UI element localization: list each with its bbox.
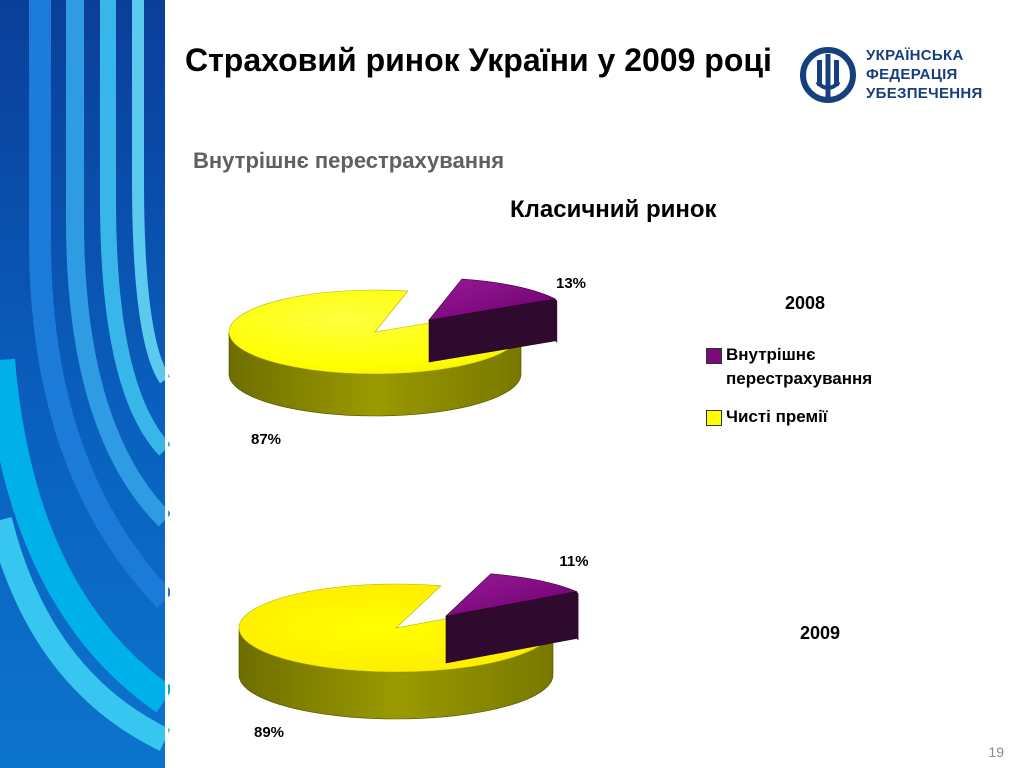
logo-text-line-2: ФЕДЕРАЦІЯ [866, 66, 958, 83]
logo-text-line-1: УКРАЇНСЬКА [866, 47, 964, 64]
legend-swatch-reinsurance [706, 348, 722, 364]
pie-slice-rim-2009-reinsurance [576, 591, 579, 641]
data-label-2009-net-premiums: 89% [254, 724, 284, 741]
pie-slice-2009-reinsurance [445, 573, 578, 617]
pie-slice-2008-reinsurance [428, 278, 557, 321]
legend-swatch-net-premiums [706, 410, 722, 426]
logo: УКРАЇНСЬКА ФЕДЕРАЦІЯ УБЕЗПЕЧЕННЯ [800, 42, 990, 108]
data-label-2009-reinsurance: 11% [559, 553, 588, 570]
year-label-2009: 2009 [800, 623, 841, 643]
data-label-2008-reinsurance: 13% [556, 275, 586, 292]
federation-logo-icon [800, 47, 856, 103]
logo-text-line-3: УБЕЗПЕЧЕННЯ [866, 85, 983, 102]
pie-slice-rim-2008-reinsurance [555, 298, 558, 343]
logo-text: УКРАЇНСЬКА ФЕДЕРАЦІЯ УБЕЗПЕЧЕННЯ [866, 46, 983, 103]
legend-label-reinsurance: Внутрішнє перестрахування [726, 345, 873, 388]
pie-chart-2008: 13% 87% [228, 275, 586, 448]
subtitle: Внутрішнє перестрахування [193, 148, 505, 173]
chart-legend: Внутрішнє перестрахування Чисті премії [706, 343, 936, 443]
legend-item-reinsurance: Внутрішнє перестрахування [706, 343, 936, 391]
legend-label-net-premiums: Чисті премії [726, 407, 828, 426]
background-decoration [0, 0, 170, 768]
legend-item-net-premiums: Чисті премії [706, 405, 936, 429]
data-label-2008-net-premiums: 87% [251, 431, 281, 448]
page-number: 19 [988, 744, 1004, 760]
page-title: Страховий ринок України у 2009 році [185, 42, 772, 78]
pie-chart-2009: 11% 89% [238, 553, 589, 741]
year-label-2008: 2008 [785, 293, 826, 313]
chart-title: Класичний ринок [510, 196, 717, 223]
